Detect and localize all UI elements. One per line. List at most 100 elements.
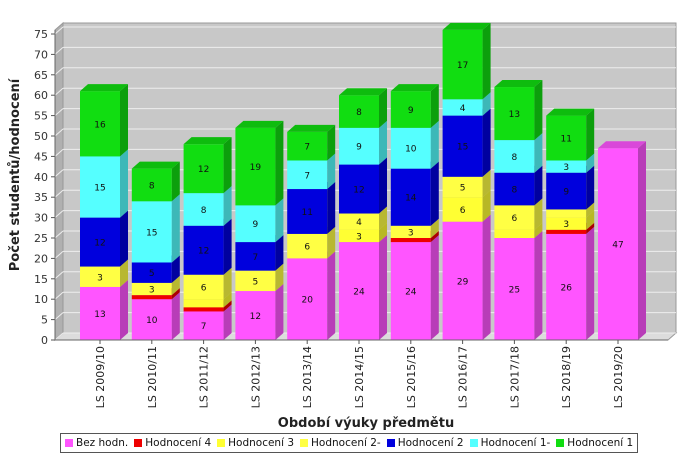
y-tick-label: 55 [34,110,48,123]
data-label: 6 [460,206,466,216]
data-label: 8 [512,186,518,196]
bar-top [132,162,180,169]
bar-segment [132,162,180,202]
data-label: 12 [94,239,105,249]
bar-side [275,198,283,242]
data-label: 11 [301,208,312,218]
data-label: 12 [353,186,364,196]
legend-label: Hodnocení 3 [228,437,294,449]
data-label: 8 [512,153,518,163]
bar-side [483,109,491,177]
bar-top [339,88,387,95]
data-label: 5 [460,184,466,194]
y-tick-label: 25 [34,232,48,245]
data-label: 15 [146,228,157,238]
y-tick-label: 70 [34,48,48,61]
data-label: 8 [201,206,207,216]
data-label: 9 [253,220,259,230]
data-label: 29 [457,277,469,287]
y-tick-label: 35 [34,191,48,204]
data-label: 8 [356,108,362,118]
data-label: 9 [563,188,569,198]
data-label: 10 [146,316,158,326]
legend-swatch [556,439,564,447]
data-label: 12 [198,247,209,257]
legend-swatch [387,439,395,447]
data-label: 17 [457,61,468,71]
x-tick-label: LS 2010/11 [146,346,159,408]
legend-swatch [300,439,308,447]
data-label: 15 [94,184,105,194]
bar-side [120,211,128,267]
bar-side [431,121,439,169]
legend-item: Bez hodn. [65,437,128,449]
data-label: 7 [304,171,310,181]
data-label: 15 [457,143,468,153]
bar-side [586,109,594,161]
y-tick-label: 0 [41,334,48,347]
bar-face [494,230,534,238]
bar-side [172,194,180,262]
bar-segment [391,84,439,128]
data-label: 6 [512,214,518,224]
bar-top [546,109,594,116]
legend-label: Hodnocení 1 [567,437,633,449]
data-label: 3 [149,286,155,296]
y-tick-label: 10 [34,293,48,306]
data-label: 4 [460,104,466,114]
data-label: 14 [405,194,417,204]
y-tick-label: 5 [41,314,48,327]
legend-label: Hodnocení 1- [481,437,551,449]
x-tick-label: LS 2009/10 [94,346,107,408]
data-label: 19 [250,163,262,173]
bar-top [598,141,646,148]
plot-side-wall [55,23,63,340]
data-label: 3 [97,273,103,283]
bar-side [431,162,439,226]
legend-swatch [470,439,478,447]
x-axis-title: Období výuky předmětu [278,416,454,431]
bar-side [483,215,491,340]
legend-item: Hodnocení 3 [217,437,294,449]
bar-side [379,121,387,165]
bar-side [224,219,232,275]
legend-item: Hodnocení 2 [387,437,464,449]
y-tick-label: 30 [34,212,48,225]
data-label: 6 [304,243,310,253]
x-tick-label: LS 2013/14 [301,346,314,408]
bar-side [638,141,646,340]
data-label: 3 [408,228,414,238]
data-label: 20 [301,296,313,306]
data-label: 3 [356,232,362,242]
bar-side [431,84,439,128]
data-label: 3 [563,163,569,173]
x-tick-label: LS 2016/17 [457,346,470,408]
bar-top [494,80,542,87]
bar-side [586,166,594,210]
legend-item: Hodnocení 1 [556,437,633,449]
bar-side [379,158,387,214]
legend-label: Hodnocení 4 [145,437,211,449]
bar-top [287,125,335,132]
bar-side [379,235,387,340]
bar-face [546,209,586,217]
legend-label: Bez hodn. [76,437,128,449]
y-tick-label: 20 [34,252,48,265]
data-label: 4 [356,218,362,228]
x-tick-label: LS 2011/12 [198,346,211,408]
data-label: 3 [563,220,569,230]
y-tick-label: 45 [34,150,48,163]
data-label: 25 [509,286,520,296]
legend-item: Hodnocení 1- [470,437,551,449]
legend-item: Hodnocení 4 [134,437,211,449]
bar-side [275,121,283,206]
bar-side [275,284,283,340]
x-tick-label: LS 2012/13 [249,346,262,408]
data-label: 12 [198,165,209,175]
bar-face [546,230,586,234]
bar-segment [287,125,335,161]
legend-label: Hodnocení 2 [398,437,464,449]
bar-side [120,84,128,156]
data-label: 47 [612,241,623,251]
